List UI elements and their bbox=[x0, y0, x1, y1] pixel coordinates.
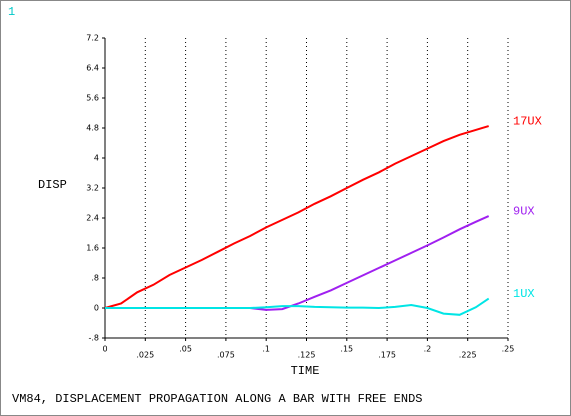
y-tick-label: 5.6 bbox=[86, 94, 99, 103]
x-tick-label: .05 bbox=[179, 345, 192, 354]
y-tick-label: 4 bbox=[94, 154, 99, 163]
y-tick-label: 2.4 bbox=[86, 214, 99, 223]
y-tick-label: 7.2 bbox=[86, 34, 99, 43]
y-tick-label: -.8 bbox=[88, 334, 99, 343]
x-axis-label: TIME bbox=[291, 364, 320, 378]
x-tick-label: .025 bbox=[136, 351, 154, 360]
y-tick-label: .8 bbox=[91, 274, 99, 283]
y-axis-label: DISP bbox=[38, 178, 67, 192]
x-tick-label: .1 bbox=[262, 345, 270, 354]
x-tick-label: .15 bbox=[340, 345, 353, 354]
y-tick-label: 6.4 bbox=[86, 64, 99, 73]
legend-label: 17UX bbox=[513, 114, 542, 128]
y-tick-label: 3.2 bbox=[86, 184, 99, 193]
y-tick-label: 4.8 bbox=[86, 124, 99, 133]
x-tick-label: .175 bbox=[378, 351, 396, 360]
x-tick-label: 0 bbox=[102, 345, 107, 354]
x-tick-label: .075 bbox=[217, 351, 235, 360]
x-tick-label: .2 bbox=[424, 345, 432, 354]
x-tick-label: .125 bbox=[298, 351, 316, 360]
series-line bbox=[104, 125, 489, 309]
y-tick-label: 0 bbox=[94, 304, 99, 313]
series-line bbox=[105, 297, 490, 316]
legend-label: 1UX bbox=[513, 287, 535, 301]
legend-label: 9UX bbox=[513, 204, 535, 218]
x-tick-label: .225 bbox=[459, 351, 477, 360]
y-tick-label: 1.6 bbox=[86, 244, 99, 253]
window-label: 1 bbox=[8, 5, 15, 19]
x-tick-label: .25 bbox=[502, 345, 515, 354]
chart-title: VM84, DISPLACEMENT PROPAGATION ALONG A B… bbox=[12, 392, 422, 406]
